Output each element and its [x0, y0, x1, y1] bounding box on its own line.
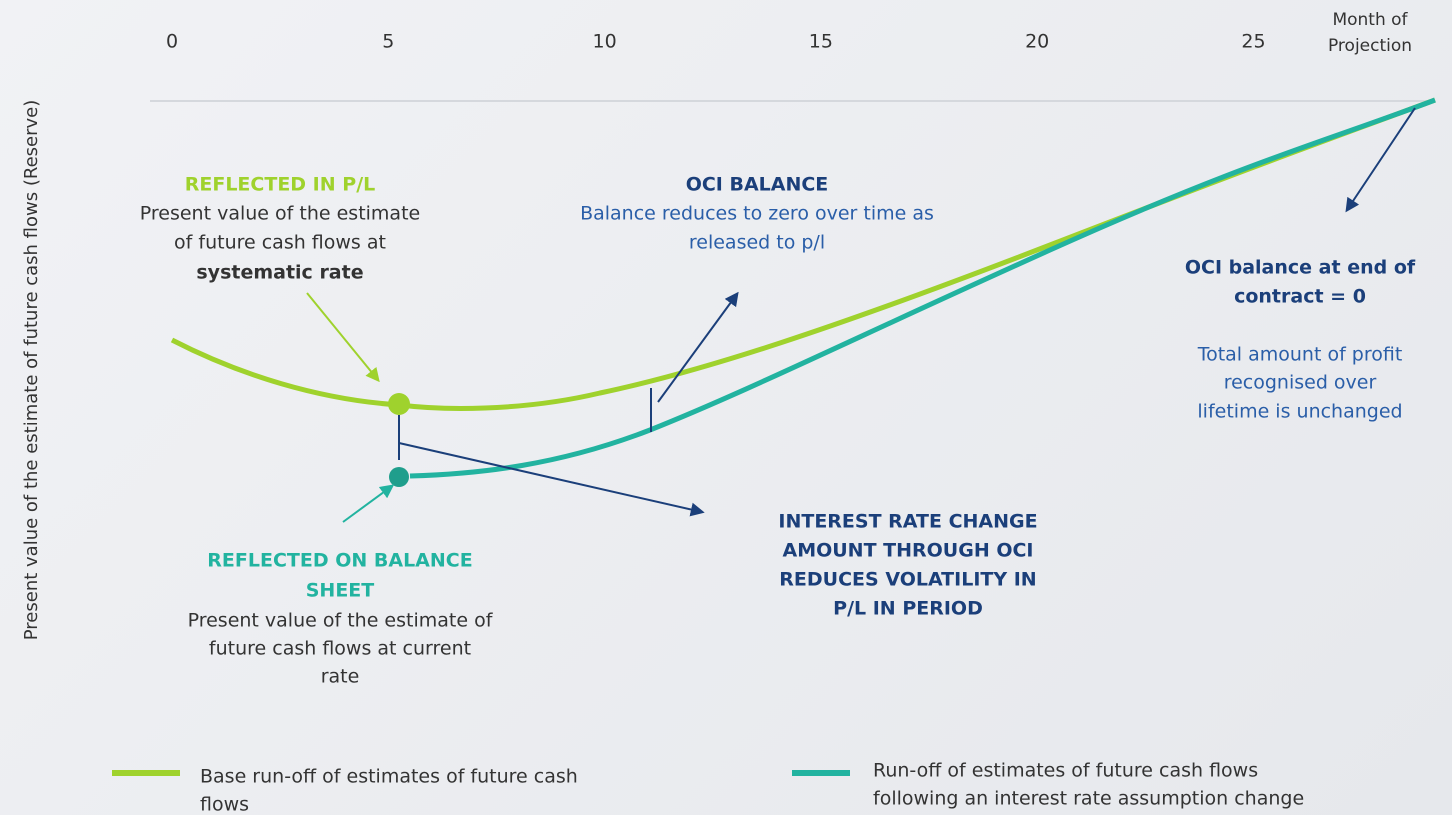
y-title: Present value of the estimate of future …: [21, 100, 42, 641]
text: Balance reduces to zero over time as: [580, 203, 934, 225]
text: recognised over: [1224, 372, 1377, 394]
text: released to p/l: [689, 232, 825, 254]
heading: SHEET: [306, 580, 375, 602]
x-tick-label: 0: [166, 31, 178, 53]
x-ticks: 0 5 10 15 20 25: [166, 31, 1266, 53]
heading: contract = 0: [1234, 286, 1366, 308]
x-tick-label: 5: [382, 31, 394, 53]
heading: REFLECTED IN P/L: [185, 174, 376, 196]
x-tick-label: 10: [593, 31, 617, 53]
x-tick-label: 20: [1025, 31, 1049, 53]
text: Total amount of profit: [1197, 344, 1403, 366]
text: rate: [321, 666, 360, 688]
legend-text: flows: [200, 794, 249, 815]
bs-arrow: [342, 484, 395, 523]
text: of future cash flows at: [174, 232, 386, 254]
x-tick-label: 25: [1241, 31, 1265, 53]
heading: REFLECTED ON BALANCE: [207, 550, 472, 572]
pl-arrow: [306, 292, 380, 383]
text: future cash flows at current: [209, 638, 471, 660]
x-tick-label: 15: [809, 31, 833, 53]
heading: OCI BALANCE: [686, 174, 829, 196]
text: Present value of the estimate: [140, 203, 420, 225]
changed-curve: [409, 97, 1436, 479]
text: Present value of the estimate of: [188, 610, 494, 632]
x-title: Month of: [1332, 10, 1408, 30]
legend-text: Run-off of estimates of future cash flow…: [873, 760, 1258, 782]
connectors: [398, 107, 1416, 517]
heading: AMOUNT THROUGH OCI: [782, 540, 1033, 562]
heading: INTEREST RATE CHANGE: [778, 511, 1037, 533]
heading: REDUCES VOLATILITY IN: [779, 569, 1036, 591]
bs-dot: [389, 467, 409, 487]
text: systematic rate: [196, 262, 363, 284]
text: lifetime is unchanged: [1197, 401, 1402, 423]
x-title: Projection: [1328, 36, 1412, 56]
heading: P/L IN PERIOD: [833, 598, 983, 620]
legend-text: following an interest rate assumption ch…: [873, 788, 1304, 810]
legend-text: Base run-off of estimates of future cash: [200, 766, 578, 788]
heading: OCI balance at end of: [1185, 257, 1416, 279]
pl-dot: [388, 393, 410, 415]
